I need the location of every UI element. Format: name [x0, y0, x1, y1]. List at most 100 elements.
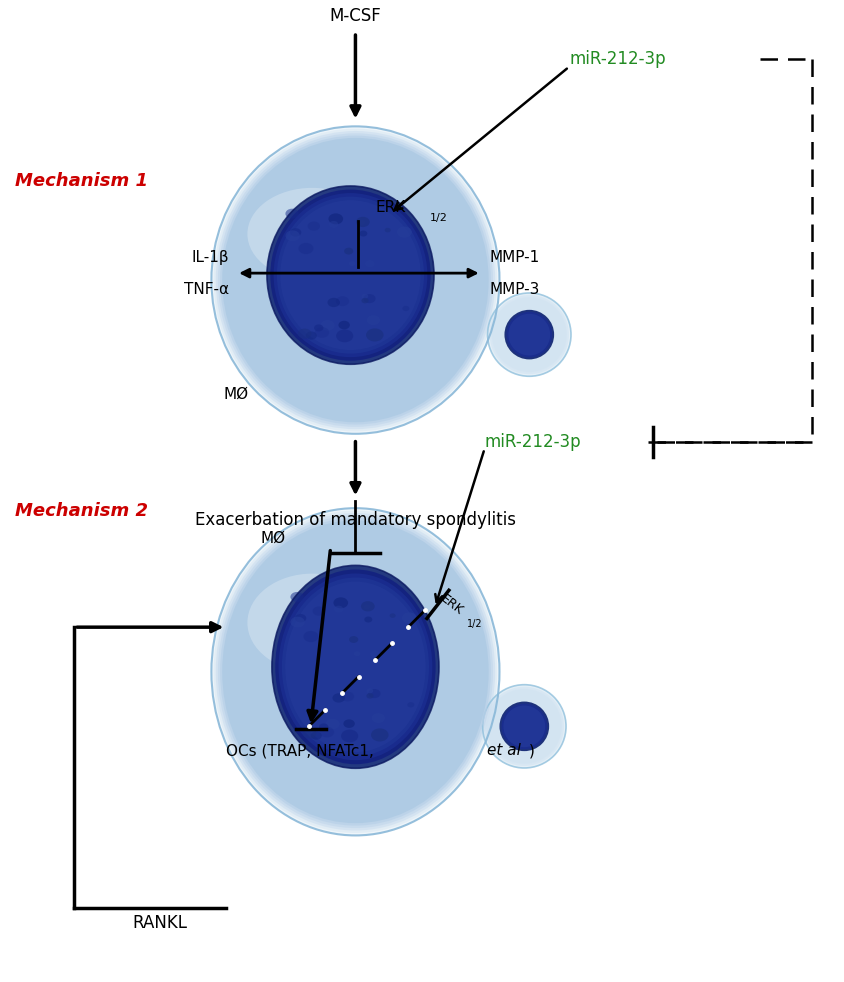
Ellipse shape — [336, 297, 349, 306]
Ellipse shape — [488, 293, 571, 376]
Ellipse shape — [220, 136, 491, 424]
Ellipse shape — [359, 220, 365, 225]
Ellipse shape — [484, 686, 564, 766]
Ellipse shape — [490, 295, 569, 374]
Ellipse shape — [282, 577, 429, 756]
Ellipse shape — [320, 727, 334, 737]
Ellipse shape — [304, 630, 318, 642]
Text: et al: et al — [487, 743, 521, 758]
Ellipse shape — [214, 129, 497, 431]
Ellipse shape — [365, 617, 372, 623]
Ellipse shape — [327, 298, 340, 307]
Ellipse shape — [506, 312, 552, 357]
Ellipse shape — [222, 520, 489, 823]
Ellipse shape — [341, 730, 358, 742]
Ellipse shape — [408, 702, 414, 707]
Ellipse shape — [277, 196, 424, 354]
Ellipse shape — [303, 729, 316, 738]
Ellipse shape — [285, 209, 299, 219]
Ellipse shape — [371, 650, 380, 657]
Ellipse shape — [368, 689, 381, 698]
Ellipse shape — [220, 518, 491, 826]
Text: miR-212-3p: miR-212-3p — [569, 50, 666, 68]
Ellipse shape — [360, 231, 367, 237]
Ellipse shape — [280, 200, 420, 350]
Ellipse shape — [290, 228, 301, 237]
Ellipse shape — [319, 724, 328, 731]
Ellipse shape — [501, 703, 547, 749]
Ellipse shape — [366, 693, 374, 698]
Text: Exacerbation of mandatory spondylitis: Exacerbation of mandatory spondylitis — [195, 512, 516, 529]
Ellipse shape — [333, 597, 348, 608]
Text: TNF-α: TNF-α — [184, 283, 230, 298]
Ellipse shape — [222, 137, 489, 422]
Text: MØ: MØ — [261, 530, 286, 545]
Text: 1/2: 1/2 — [430, 212, 448, 223]
Text: ERK: ERK — [376, 200, 406, 215]
Ellipse shape — [295, 614, 306, 623]
Ellipse shape — [216, 131, 495, 429]
Ellipse shape — [487, 688, 562, 764]
Ellipse shape — [307, 222, 320, 231]
Text: MØ: MØ — [224, 387, 249, 402]
Text: miR-212-3p: miR-212-3p — [484, 433, 582, 451]
Text: Mechanism 1: Mechanism 1 — [14, 172, 148, 190]
Ellipse shape — [356, 217, 370, 227]
Ellipse shape — [328, 213, 344, 224]
Ellipse shape — [306, 332, 316, 340]
Ellipse shape — [321, 320, 335, 331]
Ellipse shape — [403, 305, 409, 311]
Ellipse shape — [354, 651, 360, 656]
Ellipse shape — [326, 719, 339, 730]
Ellipse shape — [290, 617, 305, 627]
Ellipse shape — [366, 328, 383, 342]
Ellipse shape — [364, 294, 376, 303]
Ellipse shape — [270, 190, 430, 360]
Ellipse shape — [298, 329, 311, 339]
Ellipse shape — [344, 720, 354, 728]
Ellipse shape — [211, 127, 500, 434]
Ellipse shape — [218, 516, 493, 828]
Ellipse shape — [504, 705, 545, 747]
Ellipse shape — [329, 221, 338, 228]
Ellipse shape — [336, 329, 354, 343]
Ellipse shape — [272, 566, 439, 768]
Ellipse shape — [273, 193, 427, 357]
Text: M-CSF: M-CSF — [329, 7, 381, 26]
Ellipse shape — [344, 247, 354, 254]
Ellipse shape — [341, 691, 354, 701]
Ellipse shape — [361, 601, 375, 612]
Text: ERK: ERK — [438, 591, 465, 617]
Ellipse shape — [290, 592, 304, 602]
Ellipse shape — [247, 188, 377, 280]
Ellipse shape — [505, 310, 555, 359]
Ellipse shape — [364, 604, 371, 610]
Ellipse shape — [285, 231, 300, 242]
Text: IL-1β: IL-1β — [192, 249, 230, 265]
Ellipse shape — [366, 688, 373, 693]
Ellipse shape — [299, 243, 313, 254]
Ellipse shape — [216, 513, 495, 831]
Ellipse shape — [385, 228, 391, 233]
Text: Mechanism 2: Mechanism 2 — [14, 502, 148, 520]
Text: 1/2: 1/2 — [467, 620, 482, 629]
Ellipse shape — [311, 732, 322, 739]
Text: MMP-3: MMP-3 — [490, 283, 540, 298]
Ellipse shape — [483, 684, 566, 768]
Ellipse shape — [312, 607, 325, 616]
Text: RANKL: RANKL — [133, 914, 187, 932]
Ellipse shape — [285, 581, 425, 752]
Ellipse shape — [315, 327, 329, 338]
Ellipse shape — [371, 713, 385, 723]
Ellipse shape — [275, 570, 436, 764]
Ellipse shape — [218, 134, 493, 427]
Ellipse shape — [397, 227, 412, 238]
Ellipse shape — [267, 186, 434, 364]
Text: MMP-1: MMP-1 — [490, 249, 540, 265]
Ellipse shape — [247, 573, 377, 672]
Ellipse shape — [371, 729, 388, 741]
Ellipse shape — [365, 260, 375, 267]
Ellipse shape — [279, 573, 432, 760]
Ellipse shape — [361, 298, 369, 303]
Ellipse shape — [314, 324, 323, 332]
